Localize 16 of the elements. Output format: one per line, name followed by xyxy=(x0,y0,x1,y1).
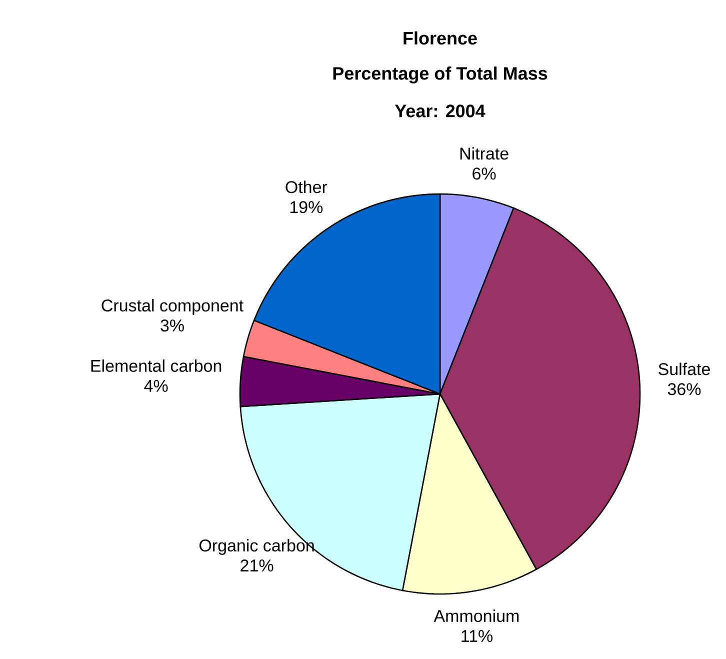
data-label: 4% xyxy=(144,380,168,392)
data-label: 36% xyxy=(668,383,701,396)
data-label: 19% xyxy=(290,201,323,214)
slice-label: Nitrate xyxy=(460,147,508,160)
chart-subtitle: Percentage of Total Mass xyxy=(333,66,548,84)
data-label: 6% xyxy=(472,168,496,180)
data-label: 3% xyxy=(160,319,184,332)
data-label: 11% xyxy=(462,630,492,642)
text: Year: 2004 xyxy=(394,104,486,118)
slice-label: Other xyxy=(286,180,328,194)
chart-title: Florence xyxy=(404,31,477,45)
slice-label: Elemental carbon xyxy=(91,359,222,372)
data-label: 21% xyxy=(240,559,274,572)
slice-label: Crustal component xyxy=(102,299,244,315)
slice-label: Ammonium xyxy=(434,610,519,622)
slice-label: Sulfate xyxy=(658,362,710,376)
